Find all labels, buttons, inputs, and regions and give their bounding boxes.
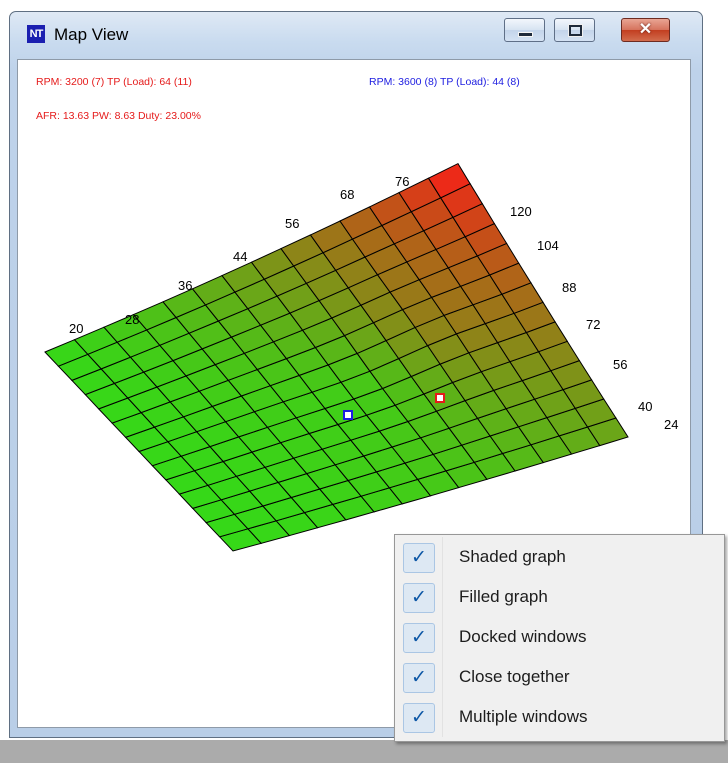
checkmark-icon: ✓ xyxy=(403,583,435,613)
rpm_axis-tick-label: 56 xyxy=(285,216,299,231)
surface-cell xyxy=(427,162,471,199)
load_axis-tick-label: 56 xyxy=(613,357,627,372)
close-icon: ✕ xyxy=(638,21,653,38)
menu-item-label: Close together xyxy=(459,667,570,686)
menu-item-shaded-graph[interactable]: ✓ Shaded graph xyxy=(395,537,724,577)
graph-context-menu: ✓ Shaded graph ✓ Filled graph ✓ Docked window… xyxy=(394,534,725,742)
menu-separator xyxy=(442,537,443,577)
afr-pw-duty-readout: AFR: 13.63 PW: 8.63 Duty: 23.00% xyxy=(36,110,201,122)
menu-separator xyxy=(442,657,443,697)
window-title: Map View xyxy=(54,25,129,44)
surface-cells xyxy=(44,162,629,552)
rpm_axis-tick-label: 68 xyxy=(340,187,354,202)
map-view-canvas[interactable]: RPM: 3200 (7) TP (Load): 64 (11) RPM: 36… xyxy=(17,59,691,728)
checkmark-icon: ✓ xyxy=(403,703,435,733)
menu-item-label: Docked windows xyxy=(459,627,587,646)
cursor-red-marker[interactable] xyxy=(435,393,445,403)
menu-item-multiple-windows[interactable]: ✓ Multiple windows xyxy=(395,697,724,737)
cursor-red-rpm-load-readout: RPM: 3200 (7) TP (Load): 64 (11) xyxy=(36,76,192,88)
load_axis-tick-label: 24 xyxy=(664,417,678,432)
load_axis-tick-label: 104 xyxy=(537,238,559,253)
menu-item-label: Filled graph xyxy=(459,587,548,606)
checkmark-icon: ✓ xyxy=(403,623,435,653)
menu-separator xyxy=(442,617,443,657)
menu-item-label: Multiple windows xyxy=(459,707,588,726)
load_axis-tick-label: 72 xyxy=(586,317,600,332)
menu-item-docked-windows[interactable]: ✓ Docked windows xyxy=(395,617,724,657)
rpm_axis-tick-label: 76 xyxy=(395,174,409,189)
rpm_axis-tick-label: 44 xyxy=(233,249,247,264)
cursor-blue-rpm-load-readout: RPM: 3600 (8) TP (Load): 44 (8) xyxy=(369,76,520,88)
cursor-blue-marker[interactable] xyxy=(343,410,353,420)
close-button[interactable]: ✕ xyxy=(621,18,670,42)
app-logo-icon: NT xyxy=(27,25,45,43)
load_axis-tick-label: 40 xyxy=(638,399,652,414)
load_axis-tick-label: 120 xyxy=(510,204,532,219)
menu-item-label: Shaded graph xyxy=(459,547,566,566)
rpm_axis-tick-label: 20 xyxy=(69,321,83,336)
maximize-icon xyxy=(569,25,582,36)
checkmark-icon: ✓ xyxy=(403,663,435,693)
rpm_axis-tick-label: 36 xyxy=(178,278,192,293)
rpm_axis-tick-label: 28 xyxy=(125,312,139,327)
checkmark-icon: ✓ xyxy=(403,543,435,573)
title-bar[interactable]: NT Map View ✕ xyxy=(10,12,702,59)
taskbar-strip xyxy=(0,740,728,763)
menu-separator xyxy=(442,577,443,617)
fuel-map-3d-surface[interactable]: 20 28 36 44 56 68 76 120 104 88 72 56 40 24 xyxy=(18,60,691,728)
menu-item-close-together[interactable]: ✓ Close together xyxy=(395,657,724,697)
minimize-button[interactable] xyxy=(504,18,545,42)
maximize-button[interactable] xyxy=(554,18,595,42)
load_axis-tick-label: 88 xyxy=(562,280,576,295)
map-view-window: NT Map View ✕ RPM: 3200 (7) TP (Load): 6… xyxy=(9,11,703,738)
menu-separator xyxy=(442,697,443,737)
menu-item-filled-graph[interactable]: ✓ Filled graph xyxy=(395,577,724,617)
minimize-icon xyxy=(518,32,533,37)
